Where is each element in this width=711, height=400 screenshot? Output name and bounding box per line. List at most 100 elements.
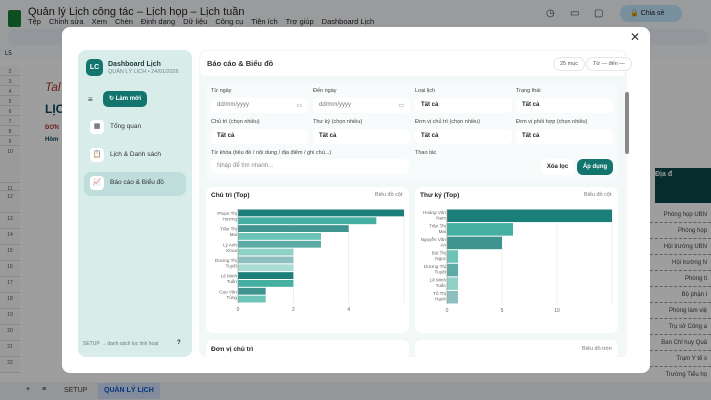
row-header[interactable]: 20 <box>0 325 20 341</box>
row-header[interactable]: 19 <box>0 309 20 325</box>
chart-title: Đơn vị chủ trì <box>211 346 254 353</box>
bar[interactable] <box>447 263 458 277</box>
bar[interactable] <box>238 295 266 303</box>
co-filter[interactable]: Tất cả <box>516 129 613 144</box>
sidebar-title: Dashboard Lịch <box>108 61 161 68</box>
close-icon[interactable]: ✕ <box>630 30 641 44</box>
table-cell[interactable]: Ban Chỉ huy Quâ <box>645 335 711 351</box>
chart-icon: 📈 <box>90 176 104 190</box>
app-logo: LC <box>86 59 103 76</box>
row-header[interactable]: 11 <box>0 183 20 192</box>
menu-icon[interactable]: ≡ <box>88 95 93 104</box>
row-header[interactable]: 18 <box>0 293 20 309</box>
refresh-button[interactable]: ↻ Làm mới <box>103 91 147 107</box>
category-label: Dương Thị Tuyết <box>424 264 447 275</box>
clear-filter-button[interactable]: Xóa lọc <box>541 159 574 175</box>
table-cell[interactable]: Phòng làm việ <box>645 303 711 319</box>
menu-extensions[interactable]: Tiện ích <box>251 17 278 26</box>
row-header[interactable]: 22 <box>0 357 20 373</box>
row-header[interactable]: 9 <box>0 136 20 146</box>
bar[interactable] <box>447 250 458 263</box>
nav-reports-charts[interactable]: 📈 Báo cáo & Biểu đồ <box>84 172 186 196</box>
row-header[interactable]: 3 <box>0 76 20 86</box>
bar[interactable] <box>238 272 294 279</box>
row-header[interactable]: 15 <box>0 245 20 261</box>
row-header[interactable]: 8 <box>0 126 20 136</box>
calendar-icon: ▭ <box>398 103 404 109</box>
row-header[interactable]: 4 <box>0 86 20 96</box>
menu-tools[interactable]: Công cụ <box>215 17 244 26</box>
to-filter[interactable]: dd/mm/yyyy ▭ <box>313 98 410 113</box>
bar[interactable] <box>238 256 294 264</box>
menu-format[interactable]: Định dạng <box>140 17 176 26</box>
menu-file[interactable]: Tệp <box>28 17 41 26</box>
bar[interactable] <box>238 209 404 217</box>
history-icon[interactable]: ◷ <box>546 8 555 19</box>
bar[interactable] <box>238 287 266 295</box>
sheet-tab-quan-ly-lich[interactable]: QUẢN LÝ LỊCH <box>98 383 160 399</box>
unit-filter[interactable]: Tất cả <box>415 129 512 144</box>
x-tick-label: 4 <box>347 307 350 313</box>
sheet-tabs-bar: + ≡ SETUP QUẢN LÝ LỊCH <box>0 382 711 400</box>
filter-label: Từ ngày <box>211 88 232 94</box>
row-header[interactable]: 2 <box>0 66 20 76</box>
scrollbar[interactable] <box>625 86 631 306</box>
comment-icon[interactable]: ▭ <box>570 8 580 19</box>
row-header[interactable]: 12 <box>0 191 20 213</box>
name-box[interactable]: L5 <box>5 51 12 57</box>
table-cell[interactable]: Phòng họp UBN <box>645 207 711 223</box>
row-header[interactable]: 16 <box>0 261 20 277</box>
add-sheet-button[interactable]: + <box>26 386 31 393</box>
share-button[interactable]: 🔒 Chia sẻ <box>620 5 682 22</box>
keyword-input[interactable]: Nhập để tìm nhanh... <box>211 159 409 174</box>
nav-schedule-list[interactable]: 📋 Lịch & Danh sách <box>84 144 186 168</box>
row-header[interactable]: 10 <box>0 146 20 183</box>
table-cell[interactable]: Bộ phận l <box>645 287 711 303</box>
from-filter[interactable]: dd/mm/yyyy ▭ <box>211 98 308 113</box>
bar[interactable] <box>238 217 377 225</box>
sec-filter[interactable]: Tất cả <box>313 129 410 144</box>
bar[interactable] <box>238 280 294 287</box>
menu-edit[interactable]: Chỉnh sửa <box>48 17 84 26</box>
all-sheets-button[interactable]: ≡ <box>42 386 47 393</box>
table-cell[interactable]: Hội trường N <box>645 255 711 271</box>
apply-button[interactable]: Áp dụng <box>577 159 613 175</box>
chair-filter[interactable]: Tất cả <box>211 129 308 144</box>
sheet-tab-setup[interactable]: SETUP <box>64 387 88 394</box>
help-button[interactable]: ? <box>177 340 181 346</box>
menu-data[interactable]: Dữ liệu <box>183 17 208 26</box>
table-cell[interactable]: Trạm Y tế x <box>645 351 711 367</box>
bar[interactable] <box>238 225 349 232</box>
category-label: Lê Minh Tuấn <box>221 274 238 285</box>
table-cell[interactable]: Trụ sở Công a <box>645 319 711 335</box>
category-label: Trần Thị Mai <box>429 223 446 234</box>
table-cell[interactable]: Hội trường UBN <box>645 239 711 255</box>
status-filter[interactable]: Tất cả <box>516 98 613 113</box>
type-filter[interactable]: Tất cả <box>415 98 512 113</box>
row-header[interactable]: 6 <box>0 106 20 116</box>
bar[interactable] <box>238 264 294 272</box>
bar[interactable] <box>447 223 513 236</box>
menu-insert[interactable]: Chèn <box>114 17 133 26</box>
doc-title[interactable]: Quản lý Lịch công tác – Lịch họp – Lịch … <box>28 6 245 18</box>
row-header[interactable]: 5 <box>0 96 20 106</box>
meet-icon[interactable]: ▢ <box>594 8 604 19</box>
menu-dashboard[interactable]: Dashboard Lịch <box>321 17 375 26</box>
row-header[interactable]: 13 <box>0 213 20 229</box>
bar[interactable] <box>447 277 458 290</box>
row-header[interactable]: 7 <box>0 116 20 126</box>
bar[interactable] <box>447 236 502 250</box>
row-header[interactable]: 17 <box>0 277 20 293</box>
bar[interactable] <box>238 248 294 256</box>
table-cell[interactable]: Phòng họp <box>645 223 711 239</box>
menu-view[interactable]: Xem <box>91 17 107 26</box>
row-header[interactable]: 14 <box>0 229 20 245</box>
menu-help[interactable]: Trợ giúp <box>285 17 314 26</box>
nav-overview[interactable]: ▦ Tổng quan <box>84 116 186 140</box>
bar[interactable] <box>238 240 321 248</box>
bar[interactable] <box>447 209 612 223</box>
bar[interactable] <box>238 233 321 240</box>
row-header[interactable]: 21 <box>0 341 20 357</box>
table-cell[interactable]: Phòng ti <box>645 271 711 287</box>
bar[interactable] <box>447 290 458 304</box>
